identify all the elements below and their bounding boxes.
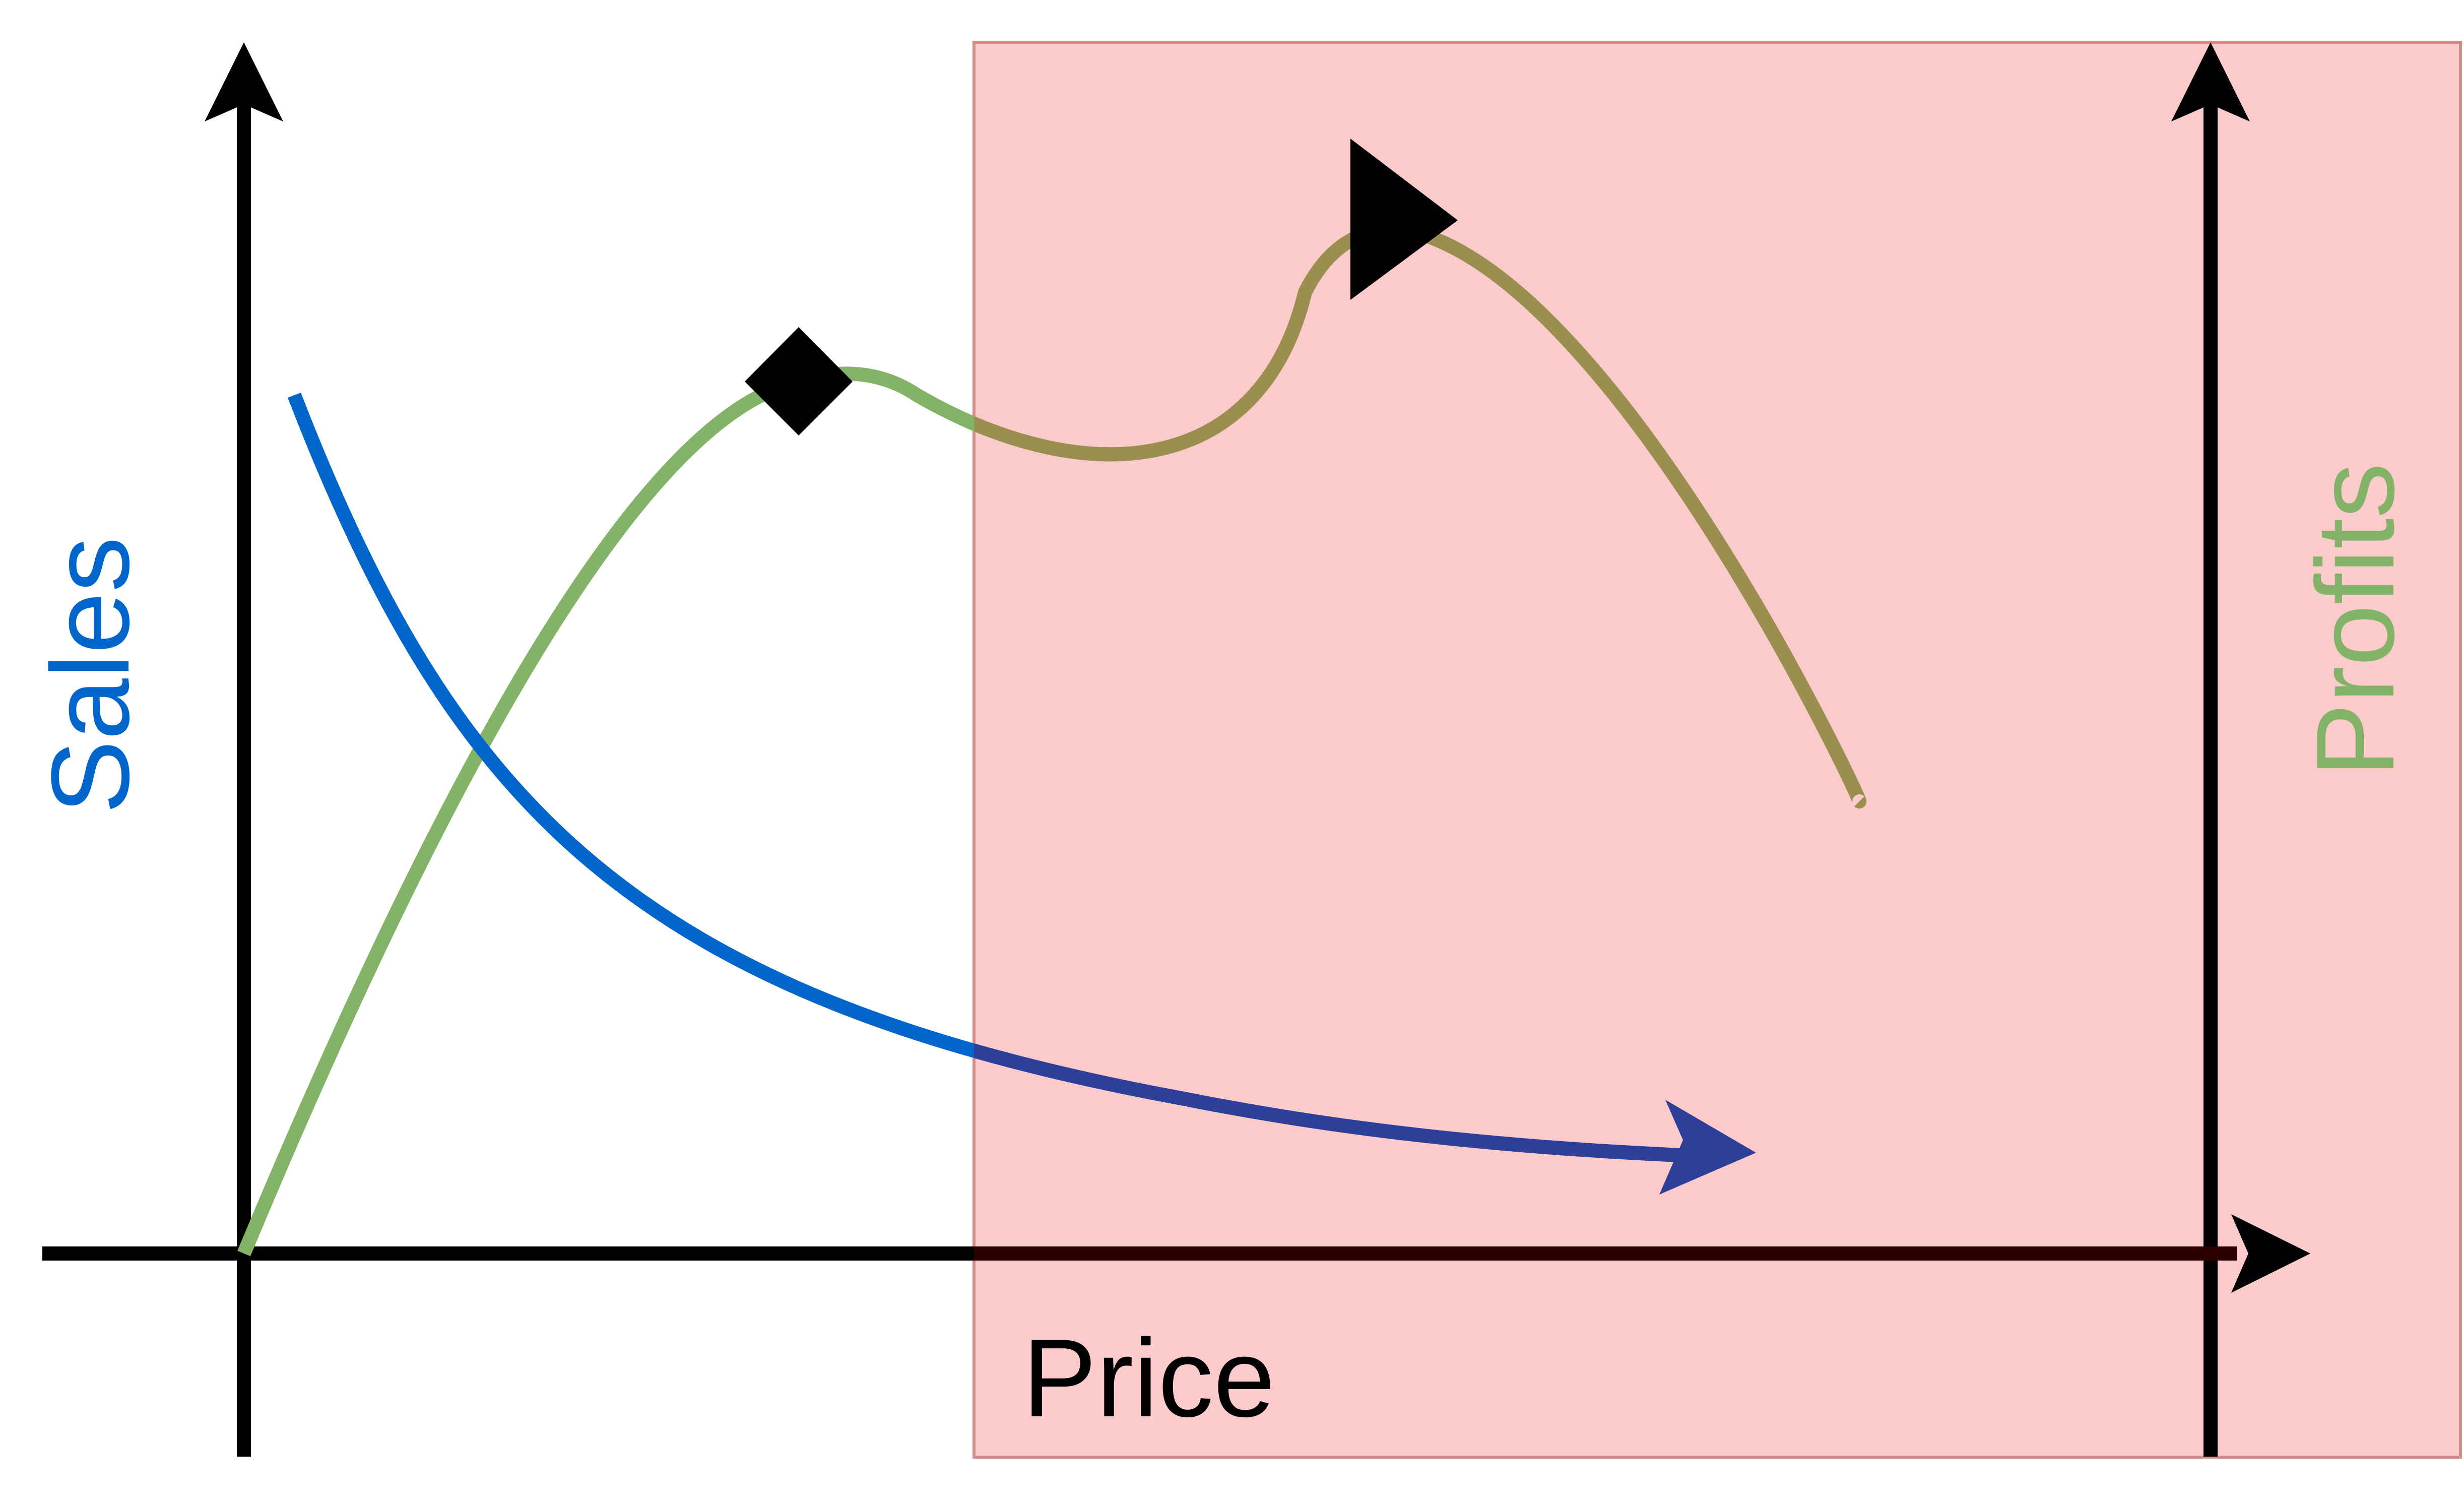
sales-curve-arrowhead (1659, 1100, 1756, 1195)
sales-curve (287, 392, 1756, 1195)
profits-axis-arrowhead (2171, 42, 2250, 121)
profits-label: Profits (2293, 463, 2417, 777)
sales-label: Sales (28, 537, 152, 814)
price-label: Price (1022, 1316, 1275, 1440)
price-axis (42, 1214, 2310, 1293)
highlight-region (972, 41, 2462, 1459)
sales-axis (205, 42, 283, 1457)
profit-curve (237, 222, 1867, 1257)
profits-axis (2171, 42, 2250, 1457)
sales-axis-arrowhead (205, 42, 283, 121)
diamond-marker (745, 327, 853, 435)
triangle-marker (1350, 139, 1458, 300)
price-axis-arrowhead (2231, 1214, 2310, 1293)
